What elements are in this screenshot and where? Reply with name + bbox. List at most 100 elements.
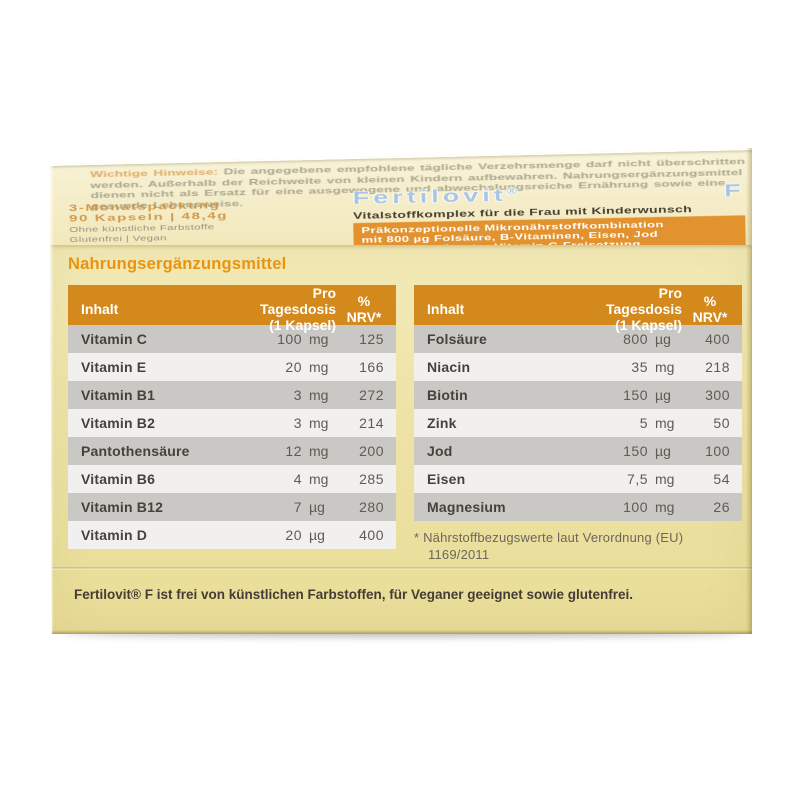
nutrient-unit: µg [309, 499, 325, 515]
nutrient-nrv: 400 [359, 527, 384, 543]
nutrient-amount: 3 [293, 387, 302, 403]
table-row: Magnesium 100 mg 26 [414, 493, 742, 521]
nutrient-amount: 800 [623, 331, 648, 347]
nutrient-unit: mg [655, 471, 675, 487]
brand-logo-suffix: F [723, 180, 745, 201]
nutrient-name: Biotin [427, 387, 468, 403]
box-surface: Wichtige Hinweise: Die angegebene empfoh… [50, 148, 752, 634]
nutrition-table-right: Inhalt Pro Tagesdosis (1 Kapsel) % NRV* … [414, 285, 742, 521]
nutrient-nrv: 200 [359, 443, 384, 459]
box-top-flap: Wichtige Hinweise: Die angegebene empfoh… [50, 148, 752, 258]
footnote-line1: * Nährstoffbezugswerte laut Verordnung (… [414, 530, 684, 545]
nutrient-amount: 7 [293, 499, 302, 515]
nutrient-unit: µg [309, 527, 325, 543]
pack-info: 3-Monatspackung 90 Kapseln | 48,4g Ohne … [69, 200, 229, 245]
nutrient-nrv: 218 [705, 359, 730, 375]
nutrient-name: Zink [427, 415, 457, 431]
nutrient-amount: 150 [623, 387, 648, 403]
nutrient-name: Folsäure [427, 331, 487, 347]
table-row: Vitamin B6 4 mg 285 [68, 465, 396, 493]
nutrient-unit: mg [309, 415, 329, 431]
nutrient-name: Magnesium [427, 499, 506, 515]
product-box: Wichtige Hinweise: Die angegebene empfoh… [50, 148, 752, 634]
nutrition-table-left-wrap: Inhalt Pro Tagesdosis (1 Kapsel) % NRV* … [68, 285, 396, 563]
nutrient-unit: mg [309, 359, 329, 375]
nutrient-nrv: 400 [705, 331, 730, 347]
nutrient-nrv: 285 [359, 471, 384, 487]
nutrient-amount: 100 [277, 331, 302, 347]
nutrient-name: Pantothensäure [81, 443, 190, 459]
nutrient-name: Vitamin B6 [81, 471, 156, 487]
nutrient-name: Eisen [427, 471, 466, 487]
nutrient-nrv: 50 [713, 415, 730, 431]
bottom-banner-text: Fertilovit® F ist frei von künstlichen F… [74, 587, 634, 602]
nutrient-name: Vitamin B1 [81, 387, 156, 403]
nutrient-nrv: 125 [359, 331, 384, 347]
nutrient-name: Vitamin B12 [81, 499, 164, 515]
nutrient-amount: 12 [285, 443, 302, 459]
nutrient-nrv: 214 [359, 415, 384, 431]
nutrient-unit: mg [655, 359, 675, 375]
header-inhalt: Inhalt [81, 301, 119, 317]
nutrient-nrv: 272 [359, 387, 384, 403]
nutrition-table-right-wrap: Inhalt Pro Tagesdosis (1 Kapsel) % NRV* … [414, 285, 742, 563]
pack-count-line: 90 Kapseln | 48,4g [68, 210, 229, 225]
pack-diet-line: Glutenfrei | Vegan [69, 234, 167, 245]
nutrient-amount: 5 [639, 415, 648, 431]
table-row: Vitamin B12 7 µg 280 [68, 493, 396, 521]
box-front-face: Nahrungsergänzungsmittel Inhalt Pro Tage… [50, 245, 752, 634]
nutrient-amount: 100 [623, 499, 648, 515]
table-row: Vitamin B2 3 mg 214 [68, 409, 396, 437]
nutrient-nrv: 100 [705, 443, 730, 459]
nutrient-amount: 7,5 [627, 471, 648, 487]
table-header: Inhalt Pro Tagesdosis (1 Kapsel) % NRV* [68, 285, 396, 333]
nutrient-name: Vitamin C [81, 331, 148, 347]
table-row: Eisen 7,5 mg 54 [414, 465, 742, 493]
header-nrv: % NRV* [692, 293, 728, 325]
nutrient-name: Niacin [427, 359, 471, 375]
nutrient-nrv: 280 [359, 499, 384, 515]
header-dose: Pro Tagesdosis (1 Kapsel) [260, 285, 336, 333]
table-row: Biotin 150 µg 300 [414, 381, 742, 409]
registered-trademark-icon: ® [506, 185, 522, 197]
table-body-left: Vitamin C 100 mg 125 Vitamin E 20 mg 166 Vitamin… [68, 325, 396, 549]
table-row: Pantothensäure 12 mg 200 [68, 437, 396, 465]
nutrient-name: Vitamin B2 [81, 415, 156, 431]
box-fold-crease [50, 567, 752, 570]
nutrition-table-left: Inhalt Pro Tagesdosis (1 Kapsel) % NRV* … [68, 285, 396, 549]
table-row: Jod 150 µg 100 [414, 437, 742, 465]
table-header: Inhalt Pro Tagesdosis (1 Kapsel) % NRV* [414, 285, 742, 333]
table-body-right: Folsäure 800 µg 400 Niacin 35 mg 218 Biotin 150 µg… [414, 325, 742, 521]
section-title: Nahrungsergänzungsmittel [68, 255, 287, 273]
nutrient-name: Vitamin E [81, 359, 147, 375]
nutrient-unit: mg [309, 387, 329, 403]
nutrient-amount: 35 [631, 359, 648, 375]
nutrient-nrv: 26 [713, 499, 730, 515]
nutrient-unit: µg [655, 387, 671, 403]
nutrient-unit: µg [655, 443, 671, 459]
nutrient-nrv: 300 [705, 387, 730, 403]
nrv-footnote: * Nährstoffbezugswerte laut Verordnung (… [414, 529, 742, 563]
nutrient-amount: 150 [623, 443, 648, 459]
nutrition-tables: Inhalt Pro Tagesdosis (1 Kapsel) % NRV* … [68, 285, 742, 563]
table-row: Vitamin C 100 mg 125 [68, 325, 396, 353]
nutrient-name: Jod [427, 443, 453, 459]
box-left-edge [50, 164, 54, 634]
nutrient-amount: 4 [293, 471, 302, 487]
header-nrv: % NRV* [346, 293, 382, 325]
table-row: Vitamin B1 3 mg 272 [68, 381, 396, 409]
table-row: Folsäure 800 µg 400 [414, 325, 742, 353]
header-inhalt: Inhalt [427, 301, 465, 317]
nutrient-unit: mg [655, 415, 675, 431]
nutrient-amount: 3 [293, 415, 302, 431]
header-dose: Pro Tagesdosis (1 Kapsel) [606, 285, 682, 333]
nutrient-unit: µg [655, 331, 671, 347]
nutrient-nrv: 166 [359, 359, 384, 375]
box-right-edge [746, 148, 752, 634]
nutrient-name: Vitamin D [81, 527, 148, 543]
nutrient-amount: 20 [285, 359, 302, 375]
table-row: Vitamin E 20 mg 166 [68, 353, 396, 381]
nutrient-nrv: 54 [713, 471, 730, 487]
nutrient-unit: mg [309, 443, 329, 459]
nutrient-unit: mg [309, 471, 329, 487]
